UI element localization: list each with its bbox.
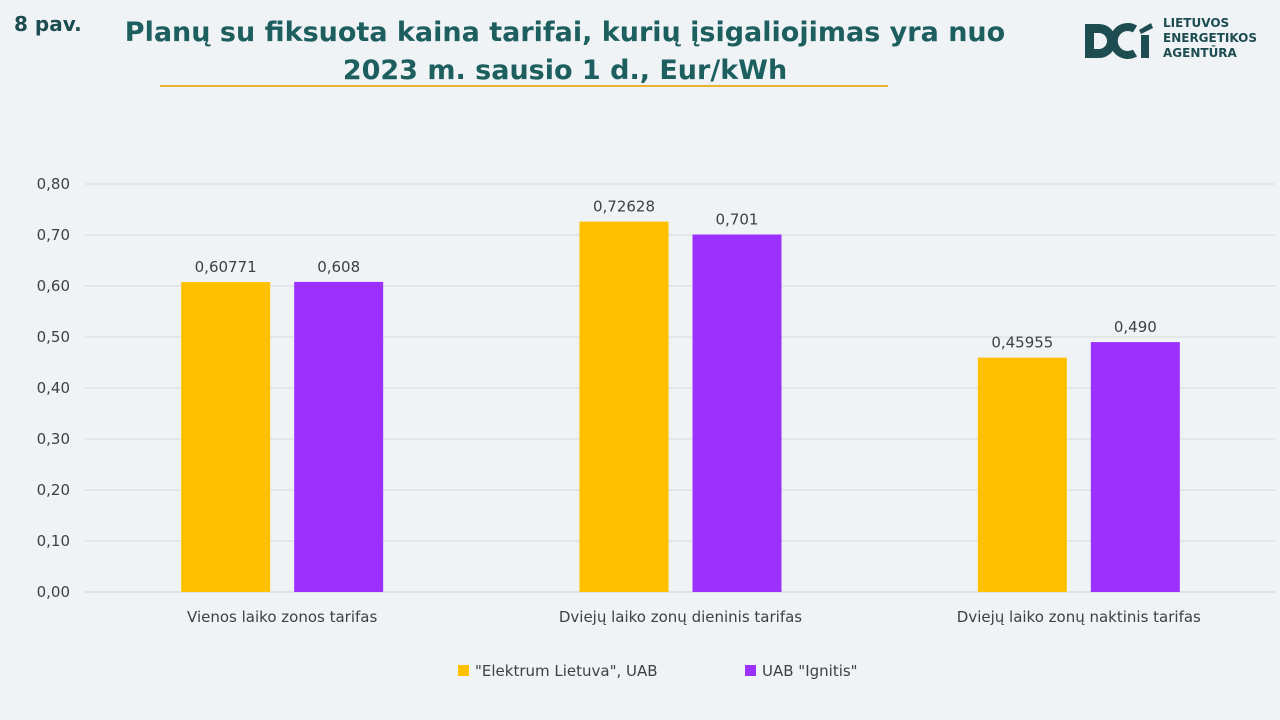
chart-legend: "Elektrum Lietuva", UAB UAB "Ignitis"	[0, 662, 1280, 682]
bar-elektrum	[181, 282, 271, 592]
x-category-label: Vienos laiko zonos tarifas	[187, 608, 377, 626]
y-tick-label: 0,80	[37, 175, 70, 193]
y-tick-label: 0,00	[37, 583, 70, 601]
data-label: 0,701	[716, 210, 759, 228]
data-label: 0,60771	[195, 258, 257, 276]
data-label: 0,608	[317, 258, 360, 276]
legend-item-elektrum: "Elektrum Lietuva", UAB	[458, 662, 658, 680]
bar-ignitis	[1090, 342, 1180, 592]
y-tick-label: 0,60	[37, 277, 70, 295]
bar-ignitis	[294, 281, 384, 592]
legend-swatch-elektrum	[458, 665, 469, 676]
y-tick-label: 0,70	[37, 226, 70, 244]
bar-elektrum	[579, 221, 669, 592]
y-tick-label: 0,10	[37, 532, 70, 550]
logo-line-2: ENERGETIKOS	[1163, 31, 1257, 45]
bar-elektrum	[977, 357, 1067, 592]
agency-logo-icon	[1085, 23, 1153, 59]
legend-label-ignitis: UAB "Ignitis"	[762, 662, 858, 680]
logo-line-1: LIETUVOS	[1163, 16, 1230, 30]
data-label: 0,490	[1114, 318, 1157, 336]
x-category-label: Dviejų laiko zonų naktinis tarifas	[957, 608, 1201, 626]
bar-ignitis	[692, 234, 782, 593]
legend-label-elektrum: "Elektrum Lietuva", UAB	[475, 662, 658, 680]
chart-title-line-2: 2023 m. sausio 1 d., Eur/kWh	[342, 55, 788, 86]
y-tick-label: 0,20	[37, 481, 70, 499]
y-tick-label: 0,40	[37, 379, 70, 397]
chart-title-line-1: Planų su fiksuota kaina tarifai, kurių į…	[124, 17, 1006, 48]
logo-line-3: AGENTŪRA	[1163, 46, 1237, 60]
agency-logo-text: LIETUVOS ENERGETIKOS AGENTŪRA	[1163, 16, 1280, 61]
y-tick-label: 0,30	[37, 430, 70, 448]
legend-item-ignitis: UAB "Ignitis"	[745, 662, 858, 680]
data-label: 0,45955	[991, 334, 1053, 352]
x-category-label: Dviejų laiko zonų dieninis tarifas	[559, 608, 802, 626]
data-label: 0,72628	[593, 198, 655, 216]
chart-title: Planų su fiksuota kaina tarifai, kurių į…	[110, 14, 1020, 90]
y-tick-label: 0,50	[37, 328, 70, 346]
figure-label: 8 pav.	[14, 12, 82, 36]
title-underline	[160, 85, 888, 87]
legend-swatch-ignitis	[745, 665, 756, 676]
